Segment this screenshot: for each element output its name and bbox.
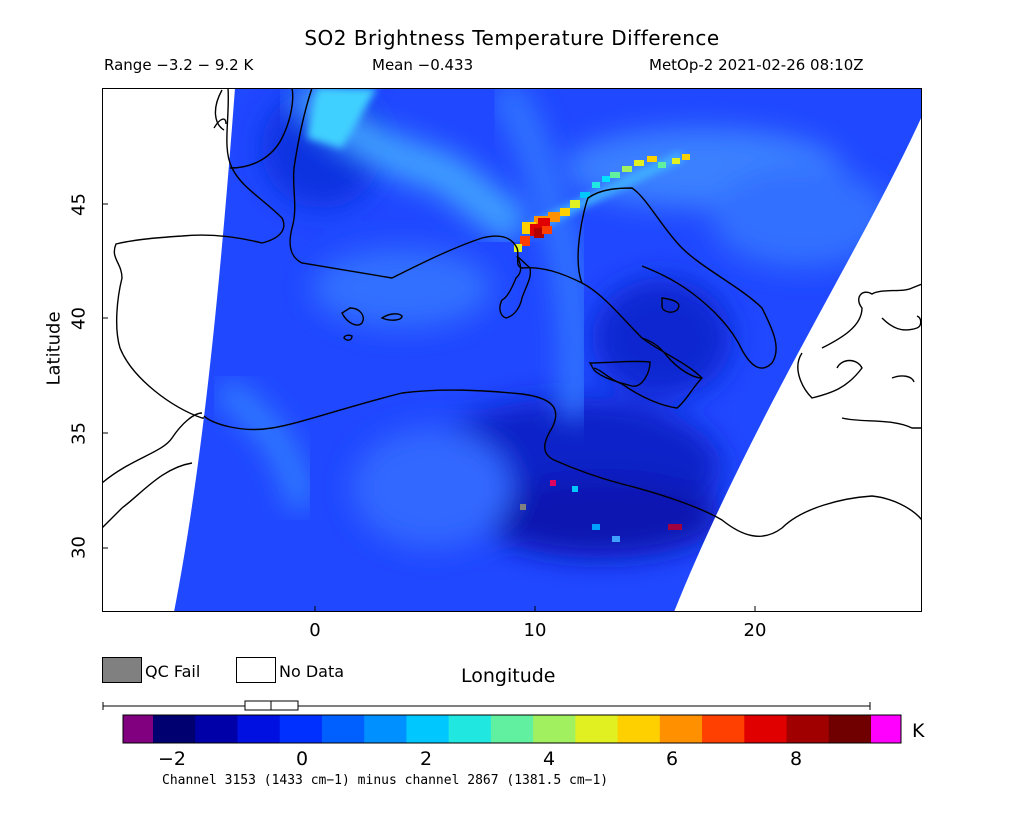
colorbar-cell — [490, 715, 534, 743]
colorbar-tick-0: 0 — [295, 748, 309, 770]
no-data-label: No Data — [279, 662, 345, 681]
colorbar-tick-8: 8 — [789, 748, 803, 770]
satellite-time-text: MetOp-2 2021-02-26 08:10Z — [649, 56, 864, 74]
colorbar-cell — [237, 715, 281, 743]
mean-text: Mean −0.433 — [372, 56, 474, 74]
colorbar-cell — [195, 715, 238, 743]
so2-map — [102, 88, 922, 612]
colorbar-cell — [279, 715, 323, 743]
channel-footnote: Channel 3153 (1433 cm−1) minus channel 2… — [162, 773, 609, 788]
no-data-swatch — [236, 657, 276, 683]
colorbar-tick-neg2: −2 — [157, 748, 186, 770]
colorbar-cell — [744, 715, 788, 743]
colorbar-tick-6: 6 — [665, 748, 679, 770]
colorbar-unit: K — [912, 720, 925, 742]
lon-tick-20: 20 — [743, 620, 767, 641]
colorbar-cell — [448, 715, 492, 743]
lat-tick-40: 40 — [68, 307, 90, 330]
colorbar-cell — [786, 715, 830, 743]
colorbar-frame — [122, 714, 902, 744]
plot-title: SO2 Brightness Temperature Difference — [304, 26, 720, 50]
qc-fail-label: QC Fail — [145, 662, 201, 681]
colorbar-under-cell — [123, 715, 153, 743]
lon-tick-10: 10 — [523, 620, 547, 641]
lat-tick-35: 35 — [68, 422, 90, 445]
colorbar-cell — [575, 715, 619, 743]
colorbar-cell — [321, 715, 365, 743]
colorbar-cell — [659, 715, 703, 743]
x-axis-label: Longitude — [461, 665, 556, 687]
lon-tick-0: 0 — [309, 620, 321, 641]
axis-ticks — [102, 203, 756, 612]
colorbar-tick-2: 2 — [419, 748, 433, 770]
lat-tick-30: 30 — [68, 536, 90, 559]
range-text: Range −3.2 − 9.2 K — [104, 56, 254, 74]
colorbar-cell — [617, 715, 661, 743]
data-swath — [174, 88, 922, 612]
y-axis-label: Latitude — [43, 311, 65, 386]
colorbar-tick-4: 4 — [542, 748, 556, 770]
colorbar — [102, 700, 902, 744]
colorbar-cell — [364, 715, 407, 743]
colorbar-cell — [406, 715, 450, 743]
colorbar-cells — [123, 715, 901, 743]
lat-tick-45: 45 — [68, 193, 90, 216]
colorbar-over-cell — [871, 715, 901, 743]
colorbar-cell — [153, 715, 196, 743]
colorbar-cell — [702, 715, 745, 743]
colorbar-cell — [828, 715, 872, 743]
colorbar-cell — [533, 715, 576, 743]
map-frame — [102, 88, 922, 612]
qc-fail-swatch — [102, 657, 142, 683]
coastlines — [102, 88, 922, 537]
